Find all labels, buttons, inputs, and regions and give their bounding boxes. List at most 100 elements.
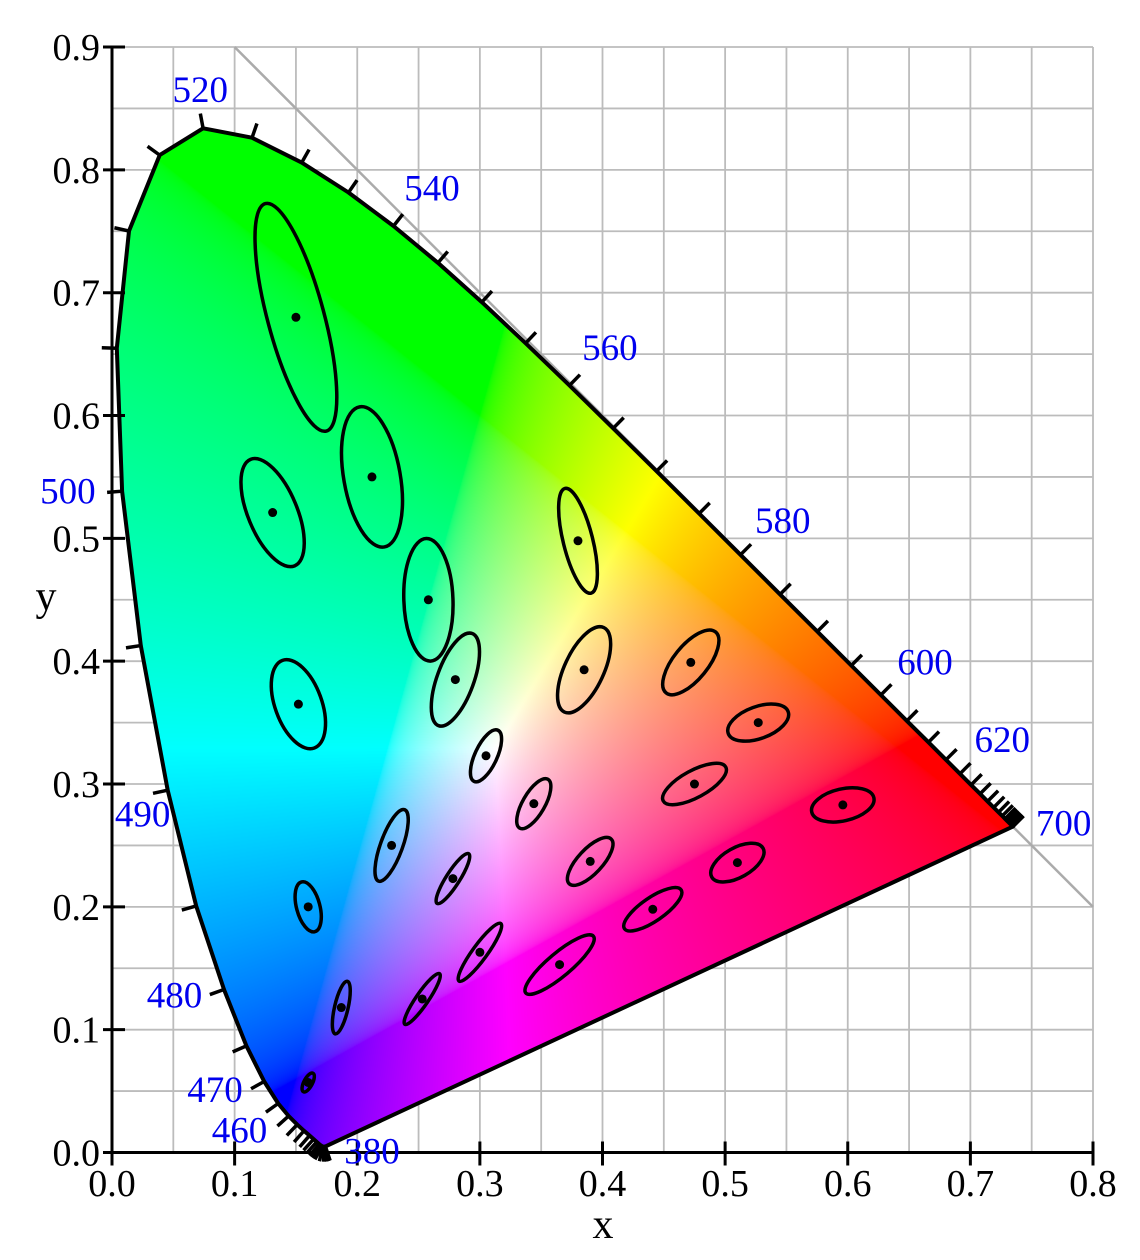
wavelength-tick-610nm [927, 730, 941, 744]
wavelength-label-520: 520 [173, 70, 229, 111]
macadam-ellipse [709, 841, 766, 884]
wavelength-tick-645nm [997, 800, 1011, 814]
wavelength-label-700: 700 [1036, 803, 1092, 844]
macadam-ellipse [468, 728, 504, 784]
wavelength-tick-420nm [313, 1145, 324, 1161]
wavelength-tick-500nm [106, 489, 123, 495]
wavelength-tick-630nm [978, 781, 992, 796]
ellipse-center-dot [303, 902, 313, 912]
ellipse-center-dot [579, 665, 589, 675]
wavelength-tick-620nm [958, 761, 972, 776]
y-tick-label: 0.0 [53, 1133, 101, 1175]
wavelength-tick-450nm [292, 1129, 306, 1144]
ellipse-center-dot [387, 840, 397, 850]
wavelength-tick-490nm [152, 788, 169, 795]
macadam-ellipse [555, 625, 613, 715]
macadam-ellipse [456, 921, 504, 984]
ellipse-center-dot [753, 718, 763, 728]
macadam-ellipse [293, 879, 324, 934]
wavelength-tick-545nm [436, 250, 450, 264]
wavelength-label-620: 620 [975, 720, 1031, 761]
y-tick-label: 0.5 [53, 518, 101, 560]
y-tick-label: 0.8 [53, 150, 101, 192]
ellipse-center-dot [291, 312, 301, 322]
wavelength-label-560: 560 [582, 328, 638, 369]
wavelength-tick-430nm [308, 1142, 321, 1157]
wavelength-label-380: 380 [344, 1131, 400, 1172]
wavelength-tick-565nm [611, 416, 625, 430]
macadam-ellipse [429, 631, 482, 728]
y-tick-label: 0.2 [53, 887, 101, 929]
wavelength-tick-455nm [285, 1123, 299, 1137]
ellipse-center-dot [648, 904, 658, 914]
wavelength-tick-475nm [231, 1044, 248, 1054]
macadam-ellipse [330, 979, 353, 1036]
x-tick-label: 0.6 [824, 1163, 872, 1205]
wavelength-tick-485nm [181, 904, 197, 912]
wavelength-label-460: 460 [212, 1110, 268, 1151]
y-tick-label: 0.3 [53, 764, 101, 806]
x-tick-label: 0.3 [456, 1163, 504, 1205]
wavelength-tick-615nm [944, 747, 958, 762]
macadam-ellipse [434, 851, 472, 906]
wavelength-tick-440nm [302, 1137, 315, 1152]
ellipse-center-dot [336, 1003, 346, 1013]
macadam-ellipse [809, 786, 876, 824]
wavelength-tick-650nm [1001, 804, 1015, 818]
ellipse-center-dot [448, 874, 458, 884]
y-tick-label: 0.9 [53, 27, 101, 69]
ellipse-center-dot [555, 960, 565, 970]
macadam-ellipse [402, 971, 443, 1027]
spectral-locus-outline [114, 126, 1015, 1149]
macadam-ellipse [660, 761, 729, 807]
ellipse-center-dot [450, 675, 460, 685]
wavelength-label-470: 470 [187, 1070, 243, 1111]
ellipse-center-dot [303, 1077, 313, 1087]
macadam-ellipse [239, 456, 306, 569]
ellipse-center-dot [423, 595, 433, 605]
wavelength-tick-660nm [1005, 809, 1020, 823]
wavelength-tick-480nm [209, 987, 225, 997]
macadam-ellipse [373, 807, 410, 884]
ellipse-center-dot [585, 856, 595, 866]
chromaticity-gamut-fill [112, 47, 1093, 1153]
macadam-ellipse [565, 835, 615, 888]
x-tick-label: 0.1 [211, 1163, 259, 1205]
x-tick-label: 0.7 [947, 1163, 995, 1205]
macadam-ellipse [402, 536, 455, 663]
wavelength-label-490: 490 [115, 795, 171, 836]
wavelength-tick-445nm [298, 1134, 311, 1149]
wavelength-tick-570nm [655, 459, 669, 473]
macadam-ellipse [556, 486, 600, 596]
wavelength-tick-590nm [816, 619, 830, 633]
wavelength-tick-600nm [879, 683, 893, 697]
wavelength-tick-515nm [146, 144, 161, 157]
wavelength-tick-550nm [480, 289, 494, 304]
ellipse-center-dot [475, 947, 485, 957]
wavelength-tick-520nm [198, 113, 205, 129]
ellipse-center-dot [573, 536, 583, 546]
ellipse-center-dot [686, 657, 696, 667]
wavelength-label-500: 500 [40, 472, 96, 513]
x-axis-title: x [592, 1202, 614, 1248]
wavelength-tick-635nm [986, 789, 1000, 803]
wavelength-tick-535nm [347, 179, 359, 194]
macadam-ellipse [523, 933, 596, 997]
x-tick-label: 0.0 [88, 1163, 136, 1205]
wavelength-tick-555nm [524, 331, 538, 345]
ellipse-center-dot [481, 751, 491, 761]
macadam-ellipse [621, 885, 684, 933]
ellipse-center-dot [732, 858, 742, 868]
wavelength-label-600: 600 [897, 642, 953, 683]
wavelength-tick-580nm [739, 542, 753, 557]
wavelength-tick-595nm [850, 653, 864, 667]
macadam-ellipse [660, 628, 721, 697]
macadam-ellipse [253, 201, 339, 433]
ellipse-center-dot [689, 779, 699, 789]
y-axis-title: y [35, 574, 57, 620]
macadam-ellipse [339, 404, 405, 549]
x-tick-label: 0.2 [334, 1163, 382, 1205]
wavelength-label-540: 540 [404, 168, 460, 209]
wavelength-tick-460nm [276, 1114, 290, 1128]
